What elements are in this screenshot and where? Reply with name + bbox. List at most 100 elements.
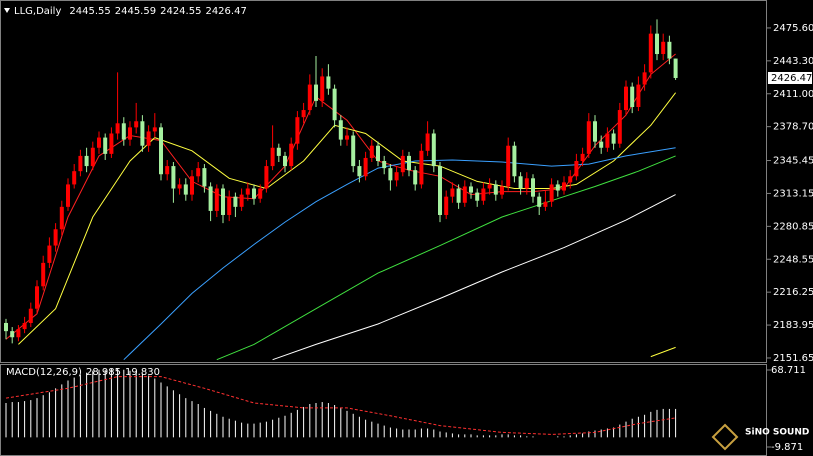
candle-body <box>152 127 157 132</box>
candle-body <box>202 168 207 187</box>
candle-body <box>531 178 535 197</box>
candle-body <box>183 184 188 195</box>
candle-body <box>438 166 442 215</box>
candle-body <box>450 188 455 197</box>
signal-line <box>5 376 676 435</box>
y-tick-label: 2475.60 <box>773 23 813 34</box>
y-tick-label: -9.871 <box>771 442 803 453</box>
candle-body <box>444 196 449 215</box>
candle-body <box>407 155 411 171</box>
macd-title: MACD(12,26,9) <box>6 367 82 378</box>
candle-body <box>599 141 604 148</box>
header-high: 2445.59 <box>115 6 156 17</box>
logo-text: SiNO SOUND <box>745 428 809 438</box>
candle-body <box>134 121 139 128</box>
candle-body <box>642 72 647 85</box>
candle-body <box>469 186 473 193</box>
candle-body <box>345 135 349 140</box>
candle-body <box>78 155 83 172</box>
candle-body <box>115 123 120 134</box>
candle-body <box>28 308 33 323</box>
candle-body <box>270 147 275 167</box>
candle-body <box>413 170 418 185</box>
candle-body <box>314 84 318 101</box>
candle-body <box>648 33 653 73</box>
candle-body <box>239 194 244 207</box>
candle-body <box>487 184 492 189</box>
header-signal: 19.830 <box>125 367 160 378</box>
candle-body <box>245 188 250 195</box>
candle-body <box>121 123 126 140</box>
candle-body <box>97 137 101 148</box>
candle-body <box>4 322 8 332</box>
candle-body <box>624 86 628 111</box>
logo: SiNO SOUND <box>711 423 809 451</box>
candle-body <box>586 121 591 154</box>
candle-body <box>221 188 225 215</box>
candle-body <box>90 147 95 167</box>
candle-body <box>537 196 542 207</box>
header-macd: 28.985 <box>86 367 121 378</box>
candle-body <box>16 329 21 338</box>
candle-body <box>196 168 201 177</box>
candle-body <box>431 133 436 167</box>
y-tick-label: 2248.55 <box>773 254 813 265</box>
candle-body <box>289 143 294 167</box>
candle-body <box>667 41 672 59</box>
candle-body <box>84 155 89 167</box>
candle-body <box>35 286 39 309</box>
candle-body <box>252 188 256 199</box>
candle-body <box>363 157 368 177</box>
logo-icon <box>711 423 739 451</box>
candle-body <box>109 133 114 154</box>
candle-body <box>562 182 566 191</box>
candle-body <box>276 147 281 156</box>
candle-body <box>593 121 597 142</box>
candle-body <box>307 84 312 111</box>
candle-body <box>481 188 486 201</box>
menu-arrow <box>4 8 10 13</box>
candle-body <box>394 172 399 181</box>
y-tick-label: 2280.85 <box>773 221 813 232</box>
header-close: 2426.47 <box>205 6 246 17</box>
y-tick-label: 2345.45 <box>773 156 813 167</box>
candle-body <box>456 188 461 203</box>
moving-average <box>123 147 676 361</box>
y-tick-label: 2313.15 <box>773 188 813 199</box>
y-tick-label: 2183.95 <box>773 320 813 331</box>
candle-body <box>512 145 517 177</box>
chart-title: LLG,Daily <box>14 6 61 17</box>
candle-body <box>673 58 678 78</box>
candle-body <box>493 184 498 195</box>
candle-body <box>555 184 560 191</box>
moving-average <box>272 194 676 361</box>
candle-body <box>140 121 145 146</box>
candle-body <box>518 176 523 189</box>
candle-body <box>146 131 151 146</box>
candle-body <box>264 166 269 189</box>
candle-body <box>425 133 430 151</box>
price-pane <box>0 0 767 363</box>
candle-body <box>388 168 393 181</box>
candle-body <box>320 76 325 101</box>
candle-body <box>506 145 511 187</box>
candle-body <box>159 127 163 175</box>
candle-body <box>661 41 666 55</box>
candle-body <box>580 153 585 161</box>
current-price-label: 2426.47 <box>771 73 812 84</box>
candle-body <box>72 171 77 185</box>
candle-body <box>47 245 52 263</box>
candle-body <box>66 184 70 207</box>
y-tick-label: 2443.30 <box>773 56 813 67</box>
candle-body <box>295 117 300 144</box>
candle-body <box>630 86 635 107</box>
candle-body <box>283 155 287 167</box>
candle-body <box>549 184 554 202</box>
y-tick-label: 68.711 <box>771 365 806 376</box>
candle-body <box>500 186 504 195</box>
candle-body <box>376 145 380 161</box>
candle-body <box>568 176 573 183</box>
candle-body <box>128 127 132 140</box>
candle-body <box>338 120 343 140</box>
